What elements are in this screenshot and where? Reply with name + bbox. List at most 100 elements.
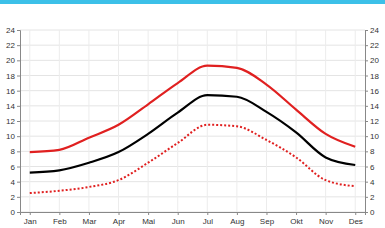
y2-axis: 024681012141618202224 xyxy=(365,26,379,217)
tick-mark xyxy=(296,212,297,215)
tick: 10 xyxy=(365,132,379,141)
tick: Aug xyxy=(230,212,244,226)
tick: Feb xyxy=(53,212,67,226)
grid-line-vertical xyxy=(207,30,208,212)
tick: Jun xyxy=(172,212,185,226)
grid-line-vertical xyxy=(236,30,237,212)
tick-label: 0 xyxy=(11,208,16,217)
grid-line-vertical xyxy=(355,30,356,212)
tick-label: 22 xyxy=(370,41,379,50)
grid-line xyxy=(20,196,365,197)
tick: 6 xyxy=(11,163,20,172)
tick-label: 8 xyxy=(11,147,16,156)
tick-mark xyxy=(17,121,20,122)
y-axis: 024681012141618202224 xyxy=(6,26,20,217)
grid-line-vertical xyxy=(88,30,89,212)
tick: 12 xyxy=(6,117,20,126)
tick-label: 18 xyxy=(6,72,15,81)
tick-label: 22 xyxy=(6,41,15,50)
tick-mark xyxy=(365,106,368,107)
tick-label: 16 xyxy=(370,87,379,96)
tick-label: Jul xyxy=(203,217,213,226)
tick-mark xyxy=(365,182,368,183)
tick-mark xyxy=(178,212,179,215)
tick-mark xyxy=(17,136,20,137)
tick-mark xyxy=(365,197,368,198)
tick-mark xyxy=(17,212,20,213)
axis-line xyxy=(17,31,21,213)
x-axis: JanFebMarAprMaiJunJulAugSepOktNovDes xyxy=(21,212,366,226)
tick-label: Mar xyxy=(83,217,97,226)
series-line xyxy=(30,125,355,193)
grid-line xyxy=(20,105,365,106)
tick-label: Feb xyxy=(53,217,67,226)
tick-label: 6 xyxy=(11,163,16,172)
tick: Sep xyxy=(260,212,275,226)
grid-line-vertical xyxy=(59,30,60,212)
tick-mark xyxy=(326,212,327,215)
tick: 24 xyxy=(6,26,20,35)
grid-line xyxy=(20,151,365,152)
tick: Jul xyxy=(203,212,213,226)
series-line xyxy=(30,95,355,172)
tick-label: 2 xyxy=(370,193,375,202)
tick: 24 xyxy=(365,26,379,35)
tick-label: 14 xyxy=(6,102,15,111)
tick: Jan xyxy=(24,212,37,226)
grid-line-vertical xyxy=(296,30,297,212)
tick-label: 10 xyxy=(6,132,15,141)
grid-line xyxy=(20,136,365,137)
grid-line xyxy=(20,121,365,122)
tick-mark xyxy=(17,60,20,61)
tick-label: Nov xyxy=(319,217,333,226)
tick-label: Jan xyxy=(24,217,37,226)
series-line xyxy=(30,66,355,152)
tick-label: 20 xyxy=(370,56,379,65)
grid-line-vertical xyxy=(325,30,326,212)
grid xyxy=(20,30,365,212)
tick-label: 10 xyxy=(370,132,379,141)
tick: 18 xyxy=(365,72,379,81)
tick-mark xyxy=(237,212,238,215)
tick-mark xyxy=(355,212,356,215)
tick-mark xyxy=(365,167,368,168)
tick-label: 0 xyxy=(370,208,375,217)
grid-line-vertical xyxy=(266,30,267,212)
tick: 4 xyxy=(365,178,375,187)
tick: Mai xyxy=(142,212,155,226)
tick-mark xyxy=(365,60,368,61)
tick-mark xyxy=(365,121,368,122)
tick: 2 xyxy=(365,193,375,202)
tick-label: Apr xyxy=(113,217,126,226)
grid-line-vertical xyxy=(29,30,30,212)
axis-line xyxy=(21,213,366,216)
tick-mark xyxy=(17,151,20,152)
axis-line xyxy=(366,31,369,213)
tick: 22 xyxy=(365,41,379,50)
tick: 22 xyxy=(6,41,20,50)
tick: Des xyxy=(349,212,363,226)
tick-label: 24 xyxy=(6,26,15,35)
chart: 0246810121416182022240246810121416182022… xyxy=(0,0,385,228)
tick-label: 18 xyxy=(370,72,379,81)
tick: 16 xyxy=(6,87,20,96)
grid-line xyxy=(20,75,365,76)
tick: 20 xyxy=(365,56,379,65)
tick: 10 xyxy=(6,132,20,141)
tick-label: Mai xyxy=(142,217,155,226)
grid-line-vertical xyxy=(177,30,178,212)
tick-label: Aug xyxy=(230,217,244,226)
grid-line xyxy=(20,45,365,46)
tick: 18 xyxy=(6,72,20,81)
grid-line-vertical xyxy=(118,30,119,212)
tick-mark xyxy=(17,45,20,46)
tick-label: 12 xyxy=(6,117,15,126)
tick: 12 xyxy=(365,117,379,126)
grid-line xyxy=(20,60,365,61)
tick-label: 24 xyxy=(370,26,379,35)
tick-mark xyxy=(266,212,267,215)
tick: 16 xyxy=(365,87,379,96)
tick: 0 xyxy=(11,208,20,217)
tick-mark xyxy=(148,212,149,215)
tick: 4 xyxy=(11,178,20,187)
